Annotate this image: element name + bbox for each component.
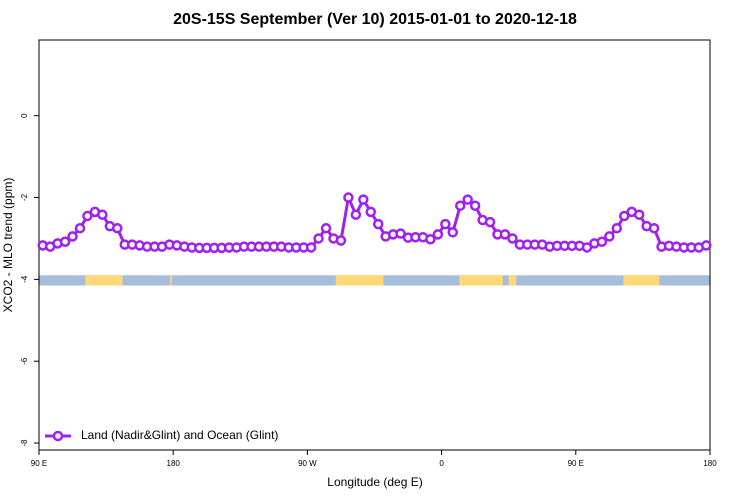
- x-tick-label: 180: [167, 459, 181, 468]
- x-tick-label: 180: [703, 459, 717, 468]
- data-point: [440, 218, 451, 230]
- y-tick-label: -6: [20, 357, 29, 365]
- data-point: [358, 194, 369, 205]
- x-tick-label: 90 W: [298, 459, 317, 468]
- data-point: [74, 222, 86, 234]
- data-point: [447, 227, 459, 238]
- data-point: [67, 231, 78, 242]
- land-band: [335, 275, 384, 286]
- data-point: [499, 229, 511, 240]
- chart-title: 20S-15S September (Ver 10) 2015-01-01 to…: [173, 11, 577, 28]
- data-point: [633, 209, 645, 220]
- land-band: [623, 275, 660, 286]
- legend-label: Land (Nadir&Glint) and Ocean (Glint): [81, 428, 278, 442]
- legend-marker: [52, 430, 64, 442]
- data-point: [484, 216, 496, 228]
- land-band: [170, 275, 172, 286]
- data-point: [365, 206, 377, 218]
- data-point: [462, 194, 473, 205]
- data-point: [454, 200, 466, 211]
- data-point: [350, 209, 362, 220]
- y-tick-label: -8: [20, 439, 29, 447]
- x-tick-label: 90 E: [568, 459, 584, 468]
- data-point: [320, 222, 332, 234]
- x-tick-label: 0: [439, 459, 444, 468]
- data-point: [372, 218, 384, 230]
- data-point: [604, 231, 615, 242]
- data-point: [507, 233, 518, 244]
- data-point: [97, 209, 108, 220]
- data-point: [395, 228, 406, 239]
- data-point: [619, 210, 630, 222]
- data-point: [112, 222, 123, 234]
- data-point: [611, 222, 623, 234]
- land-band: [459, 275, 503, 286]
- land-band: [85, 275, 123, 286]
- y-tick-label: -2: [20, 193, 29, 201]
- y-tick-label: -4: [20, 275, 29, 283]
- data-point: [425, 234, 436, 245]
- data-point: [648, 222, 660, 234]
- x-tick-label: 90 E: [31, 459, 47, 468]
- data-point: [701, 240, 712, 251]
- data-point: [82, 210, 93, 222]
- y-tick-label: 0: [20, 113, 29, 118]
- data-point: [313, 233, 324, 244]
- y-axis-label: XCO2 - MLO trend (ppm): [1, 178, 15, 313]
- data-point: [581, 242, 593, 253]
- data-point: [335, 235, 347, 246]
- data-point: [469, 200, 481, 211]
- x-axis-label: Longitude (deg E): [327, 475, 422, 489]
- data-point: [432, 229, 444, 240]
- data-point: [596, 236, 608, 247]
- data-point: [59, 236, 71, 247]
- data-point: [305, 242, 317, 253]
- land-band: [508, 275, 517, 286]
- data-point: [343, 192, 354, 203]
